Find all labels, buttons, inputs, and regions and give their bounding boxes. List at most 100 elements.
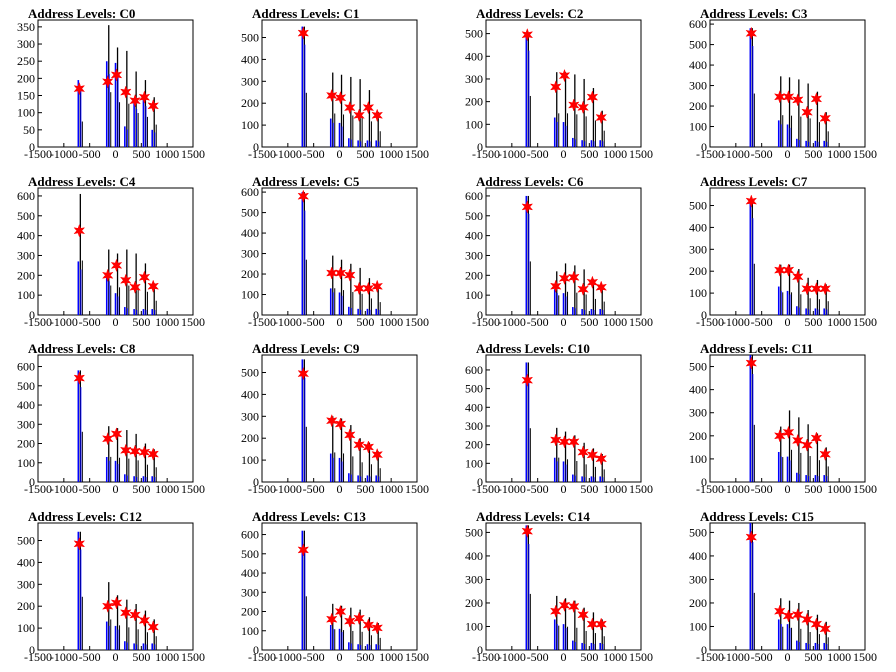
x-tick-label: 500	[580, 482, 598, 496]
y-tick-label: 300	[17, 417, 35, 431]
red-star-marker-icon	[138, 613, 151, 628]
x-tick-label: 500	[804, 147, 822, 161]
y-tick-label: 300	[689, 242, 707, 256]
y-tick-label: 400	[241, 566, 259, 580]
red-star-marker-icon	[577, 445, 589, 459]
x-tick-label: 0	[561, 315, 567, 329]
red-star-marker-icon	[353, 108, 365, 123]
x-tick-label: 1000	[827, 147, 851, 161]
y-tick-label: 200	[17, 71, 35, 85]
chart-panel-12: Address Levels: C12 0 100 200 300 400 500 -1500…	[17, 509, 205, 664]
y-tick-label: 300	[465, 572, 483, 586]
red-star-marker-icon	[119, 85, 132, 99]
red-star-marker-icon	[101, 75, 114, 89]
chart-panel-8: Address Levels: C8 0 100 200 300 400 500 600 -15…	[17, 341, 205, 496]
chart-panel-4: Address Levels: C4 0 100 200 300 400 500 600 -15…	[17, 174, 205, 329]
red-star-marker-icon	[110, 258, 123, 273]
red-star-marker-icon	[782, 90, 795, 104]
red-star-marker-icon	[297, 543, 310, 557]
y-tick-label: 0	[701, 140, 707, 154]
x-tick-label: -1000	[498, 315, 526, 329]
x-tick-label: -1000	[50, 482, 78, 496]
x-tick-label: 1000	[379, 482, 403, 496]
x-tick-label: 1000	[603, 147, 627, 161]
red-star-marker-icon	[521, 524, 534, 538]
x-tick-label: 1500	[853, 147, 877, 161]
y-tick-label: 0	[477, 140, 483, 154]
red-star-marker-icon	[138, 90, 151, 104]
y-tick-label: 200	[17, 599, 35, 613]
y-tick-label: 350	[17, 20, 35, 34]
red-star-marker-icon	[567, 599, 580, 614]
x-tick-label: 500	[132, 482, 150, 496]
y-tick-label: 250	[17, 54, 35, 68]
chart-title: Address Levels: C1	[252, 6, 359, 21]
x-tick-label: -500	[751, 650, 773, 664]
red-star-marker-icon	[810, 281, 823, 296]
y-tick-label: 500	[17, 379, 35, 393]
y-tick-label: 300	[17, 248, 35, 262]
x-tick-label: 0	[561, 147, 567, 161]
x-tick-label: 0	[561, 482, 567, 496]
red-star-marker-icon	[586, 617, 599, 631]
red-star-marker-icon	[73, 537, 86, 551]
y-tick-label: 300	[241, 409, 259, 423]
chart-panel-10: Address Levels: C10 0 100 200 300 400 500 600 -1…	[465, 341, 653, 496]
y-tick-label: 100	[17, 621, 35, 635]
x-tick-label: -500	[79, 482, 101, 496]
y-tick-label: 200	[17, 268, 35, 282]
red-star-marker-icon	[334, 266, 347, 280]
x-tick-label: -1000	[274, 147, 302, 161]
y-tick-label: 400	[241, 226, 259, 240]
y-tick-label: 400	[465, 229, 483, 243]
red-star-marker-icon	[586, 448, 599, 462]
x-tick-label: -500	[79, 315, 101, 329]
chart-title: Address Levels: C12	[28, 509, 142, 524]
x-tick-label: 1500	[181, 147, 205, 161]
y-tick-label: 100	[689, 452, 707, 466]
red-star-marker-icon	[147, 279, 160, 293]
x-tick-label: 500	[356, 482, 374, 496]
red-star-marker-icon	[577, 607, 589, 622]
y-tick-label: 100	[465, 456, 483, 470]
y-tick-label: 500	[17, 534, 35, 548]
red-star-marker-icon	[138, 445, 151, 459]
red-star-marker-icon	[110, 596, 123, 610]
x-tick-label: -1000	[498, 482, 526, 496]
y-tick-label: 200	[241, 605, 259, 619]
red-star-marker-icon	[297, 189, 310, 203]
red-star-marker-icon	[119, 273, 132, 288]
red-star-marker-icon	[138, 270, 151, 285]
x-tick-label: -1500	[248, 315, 276, 329]
y-tick-label: 200	[465, 268, 483, 282]
x-tick-label: 0	[113, 147, 119, 161]
y-tick-label: 200	[17, 437, 35, 451]
y-tick-label: 200	[689, 264, 707, 278]
red-star-marker-icon	[129, 608, 141, 622]
y-tick-label: 0	[29, 140, 35, 154]
x-tick-label: 500	[580, 147, 598, 161]
red-star-marker-icon	[549, 80, 562, 94]
chart-title: Address Levels: C9	[252, 341, 360, 356]
x-tick-label: 0	[113, 650, 119, 664]
red-star-marker-icon	[558, 68, 571, 83]
red-star-marker-icon	[73, 223, 86, 238]
x-tick-label: -1000	[50, 650, 78, 664]
x-tick-label: 1000	[379, 650, 403, 664]
chart-title: Address Levels: C5	[252, 174, 360, 189]
x-tick-label: 500	[804, 315, 822, 329]
x-tick-label: -1500	[696, 147, 724, 161]
x-tick-label: -1500	[472, 482, 500, 496]
red-star-marker-icon	[334, 90, 347, 105]
x-tick-label: 1500	[629, 650, 653, 664]
red-star-marker-icon	[567, 435, 580, 449]
y-tick-label: 300	[465, 419, 483, 433]
x-tick-label: -1000	[498, 650, 526, 664]
red-star-marker-icon	[521, 373, 534, 387]
x-tick-label: 0	[337, 650, 343, 664]
y-tick-label: 400	[689, 549, 707, 563]
y-tick-label: 400	[689, 220, 707, 234]
y-tick-label: 100	[241, 624, 259, 638]
red-star-marker-icon	[586, 275, 599, 290]
